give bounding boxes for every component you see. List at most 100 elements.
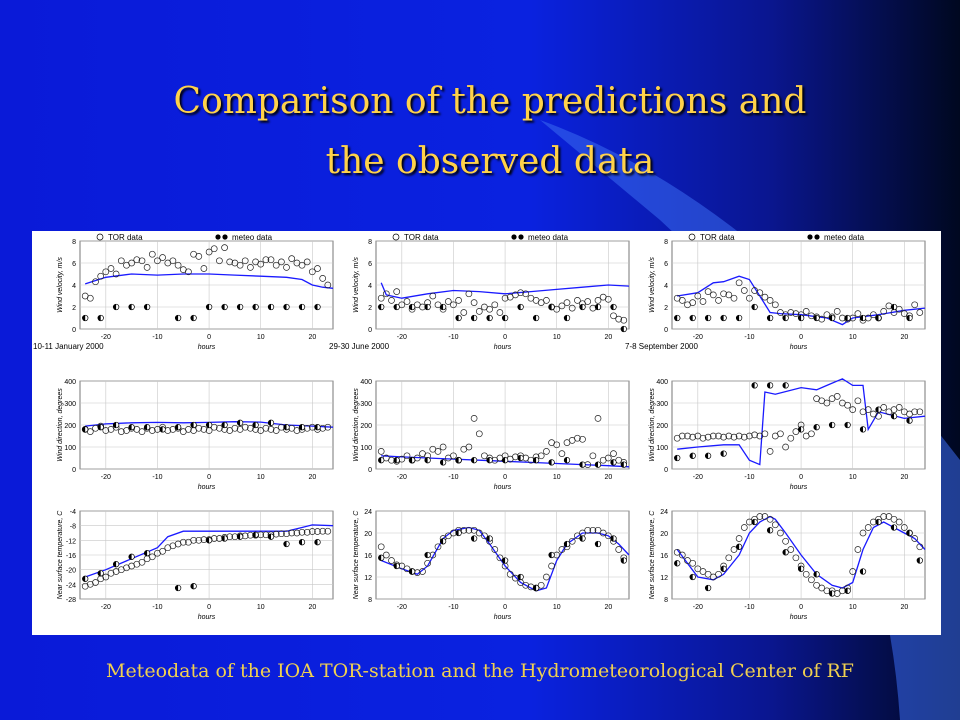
x-tick-label: -20 — [101, 334, 111, 341]
tor-point — [241, 257, 249, 265]
y-tick-label: 16 — [364, 553, 372, 560]
meteo-point-fill — [829, 590, 833, 597]
tor-point — [558, 546, 566, 553]
tor-point — [725, 291, 733, 299]
tor-point — [288, 255, 296, 262]
meteo-point-fill — [299, 304, 302, 310]
x-axis-label: hours — [790, 614, 808, 621]
tor-point — [761, 430, 769, 438]
x-tick-label: -10 — [448, 334, 458, 341]
y-tick-label: 24 — [364, 509, 372, 516]
meteo-point-fill — [579, 535, 583, 542]
meteo-point-fill — [221, 535, 225, 542]
x-tick-label: -20 — [397, 474, 407, 481]
y-tick-label: 2 — [72, 305, 76, 312]
y-tick-label: 16 — [660, 553, 668, 560]
tor-point — [308, 268, 316, 276]
x-tick-label: 10 — [553, 474, 561, 481]
meteo-point-fill — [97, 315, 101, 321]
tor-point — [148, 250, 156, 258]
tor-point — [419, 568, 426, 575]
tor-point — [460, 309, 468, 316]
tor-point — [709, 291, 717, 299]
meteo-point-fill — [595, 304, 598, 310]
y-axis-label: Near surface temperature, C — [57, 510, 64, 600]
y-tick-label: 8 — [368, 239, 372, 246]
y-tick-label: 0 — [664, 467, 668, 474]
tor-point — [740, 433, 748, 441]
legend-meteo-marker — [511, 234, 517, 240]
tor-point — [604, 532, 612, 540]
tor-point — [388, 297, 395, 304]
tor-point — [916, 309, 924, 316]
x-tick-label: 10 — [257, 604, 265, 611]
tor-point — [470, 415, 478, 422]
y-axis-label: Near surface temperature, C — [649, 510, 656, 600]
tor-point — [885, 513, 893, 520]
tor-point — [589, 452, 597, 460]
legend-tor-marker — [688, 233, 696, 241]
meteo-point-fill — [486, 457, 490, 463]
meteo-point-fill — [144, 424, 148, 430]
y-tick-label: 12 — [660, 575, 668, 582]
tor-point — [159, 254, 166, 261]
x-axis-label: hours — [790, 344, 808, 351]
tor-point — [522, 581, 530, 589]
meteo-point-fill — [705, 585, 709, 591]
y-tick-label: 0 — [72, 327, 76, 334]
meteo-point-fill — [455, 530, 459, 536]
tor-point — [123, 564, 130, 572]
tor-point — [558, 302, 566, 310]
chart-2: 0 2 4 6 8 -20 -10 0 10 20 hours Wind velocity, m/s 2… — [329, 233, 630, 351]
tor-point — [709, 573, 717, 581]
tor-point — [808, 576, 815, 584]
meteo-point-fill — [798, 315, 802, 321]
meteo-point-fill — [237, 420, 241, 426]
meteo-point-fill — [579, 461, 583, 468]
y-tick-label: 300 — [656, 401, 668, 408]
tor-point — [382, 290, 390, 298]
tor-point — [802, 308, 810, 315]
tor-point — [864, 406, 872, 413]
y-tick-label: 6 — [368, 261, 372, 268]
x-tick-label: 0 — [799, 334, 803, 341]
meteo-point-fill — [128, 304, 132, 310]
tor-point — [288, 529, 296, 537]
tor-point — [694, 565, 702, 573]
meteo-point-fill — [595, 541, 598, 547]
tor-point — [195, 253, 203, 260]
tor-point — [543, 448, 550, 455]
chart-1: 0 2 4 6 8 -20 -10 0 10 20 hours Wind velocity, m/s 1… — [33, 233, 334, 351]
meteo-point-fill — [767, 527, 771, 534]
legend-meteo-label: meteo data — [232, 233, 273, 242]
tor-point — [615, 546, 623, 553]
tor-point — [890, 515, 898, 523]
tor-point — [864, 524, 872, 531]
chart-8: 8 12 16 20 24 -20 -10 0 10 20 hours Near surface te… — [353, 509, 630, 621]
tor-point — [610, 312, 617, 320]
meteo-point-fill — [782, 549, 786, 556]
tor-point — [314, 265, 321, 272]
tor-point — [735, 279, 743, 287]
tor-point — [272, 427, 280, 434]
y-axis-label: Near surface temperature, C — [353, 510, 360, 600]
tor-point — [200, 426, 208, 433]
tor-point — [382, 551, 390, 559]
tor-point — [324, 281, 332, 289]
tor-point — [470, 526, 478, 534]
chart-7: -28 -24 -20 -16 -12 -8 -4 -20 -10 0 10 20 hours Near … — [57, 509, 334, 621]
meteo-point-fill — [906, 417, 910, 424]
tor-point — [589, 526, 597, 534]
meteo-point-fill — [564, 541, 567, 547]
y-tick-label: 300 — [64, 401, 76, 408]
chart-4: 0 100 200 300 400 -20 -10 0 10 20 hours Wind direct… — [57, 379, 334, 491]
x-tick-label: 20 — [900, 334, 908, 341]
meteo-point-fill — [502, 557, 506, 564]
meteo-point-fill — [751, 382, 755, 389]
tor-point — [403, 452, 411, 460]
tor-point — [818, 584, 826, 592]
meteo-point-fill — [486, 535, 490, 542]
tor-point — [880, 308, 888, 315]
tor-point — [148, 427, 156, 434]
tor-point — [205, 248, 213, 256]
